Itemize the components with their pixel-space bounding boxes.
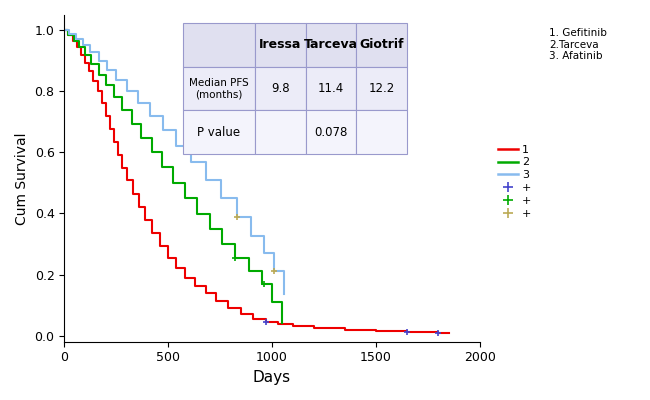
Legend: 1, 2, 3, +, +, +: 1, 2, 3, +, +, +	[498, 145, 532, 218]
Text: 1. Gefitinib
2.Tarceva
3. Afatinib: 1. Gefitinib 2.Tarceva 3. Afatinib	[549, 28, 607, 61]
X-axis label: Days: Days	[253, 370, 291, 385]
Y-axis label: Cum Survival: Cum Survival	[15, 132, 29, 225]
